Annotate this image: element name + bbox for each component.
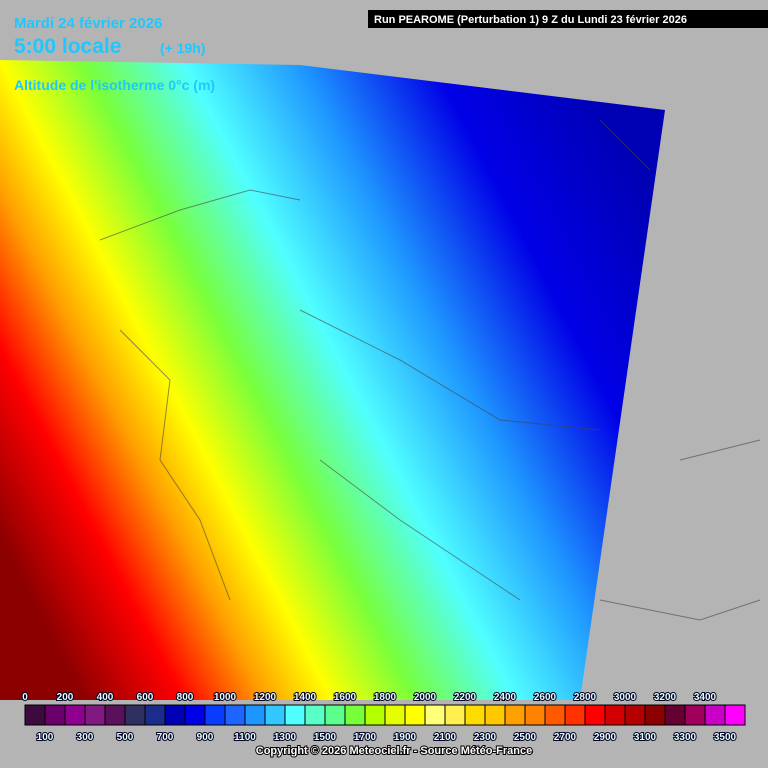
- legend-swatch: [444, 704, 466, 726]
- legend-label: 2200: [454, 692, 477, 703]
- legend-swatch: [424, 704, 446, 726]
- legend-label: 1100: [234, 732, 256, 743]
- legend-label: 1200: [254, 692, 277, 703]
- borders: [99, 119, 761, 621]
- copyright: Copyright © 2026 Meteociel.fr - Source M…: [256, 745, 532, 757]
- legend-swatch: [64, 704, 86, 726]
- legend-swatch: [504, 704, 526, 726]
- legend-swatch: [124, 704, 146, 726]
- legend-label: 2500: [514, 732, 537, 743]
- legend-label: 3300: [674, 732, 697, 743]
- legend-label: 2800: [574, 692, 597, 703]
- model-field: [0, 60, 665, 700]
- legend-swatch: [344, 704, 366, 726]
- legend-swatch: [464, 704, 486, 726]
- legend-swatch: [524, 704, 546, 726]
- parameter: Altitude de l'isotherme 0°c (m): [14, 77, 215, 93]
- legend: 0 100 200 300 400 500 600 700 800 900 1000 1100 1200…: [21, 691, 746, 744]
- legend-label: 1300: [274, 732, 297, 743]
- legend-swatch: [164, 704, 186, 726]
- legend-swatch: [364, 704, 386, 726]
- legend-label: 3200: [654, 692, 677, 703]
- legend-label: 2100: [434, 732, 457, 743]
- legend-swatch: [24, 704, 46, 726]
- legend-swatch: [564, 704, 586, 726]
- legend-label: 1800: [374, 692, 397, 703]
- legend-label: 100: [37, 732, 54, 743]
- legend-label: 600: [137, 692, 154, 703]
- legend-swatch: [144, 704, 166, 726]
- legend-label: 1000: [214, 692, 237, 703]
- legend-swatch: [664, 704, 686, 726]
- legend-swatch: [284, 704, 306, 726]
- legend-swatch: [404, 704, 426, 726]
- legend-label: 700: [157, 732, 174, 743]
- legend-label: 2400: [494, 692, 517, 703]
- legend-swatch: [704, 704, 726, 726]
- legend-swatch: [724, 704, 746, 726]
- legend-label: 3100: [634, 732, 657, 743]
- legend-label: 3500: [714, 732, 737, 743]
- legend-label: 3000: [614, 692, 637, 703]
- legend-label: 2300: [474, 732, 497, 743]
- legend-label: 1600: [334, 692, 357, 703]
- date: Mardi 24 février 2026: [14, 15, 162, 32]
- legend-swatch: [544, 704, 566, 726]
- legend-swatch: [104, 704, 126, 726]
- legend-swatch: [44, 704, 66, 726]
- legend-swatch: [304, 704, 326, 726]
- legend-label: 2600: [534, 692, 557, 703]
- lead: (+ 19h): [160, 40, 206, 56]
- legend-swatch: [244, 704, 266, 726]
- legend-swatch: [484, 704, 506, 726]
- legend-swatch: [264, 704, 286, 726]
- legend-label: 1400: [294, 692, 317, 703]
- time: 5:00 locale: [14, 35, 121, 58]
- legend-swatch: [624, 704, 646, 726]
- legend-label: 2900: [594, 732, 617, 743]
- legend-label: 900: [197, 732, 214, 743]
- legend-label: 3400: [694, 692, 717, 703]
- run-box: [368, 10, 768, 28]
- legend-swatch: [604, 704, 626, 726]
- legend-label: 0: [22, 692, 28, 703]
- legend-label: 400: [97, 692, 114, 703]
- legend-swatch: [324, 704, 346, 726]
- legend-swatch: [224, 704, 246, 726]
- legend-swatch: [84, 704, 106, 726]
- legend-label: 1700: [354, 732, 377, 743]
- legend-label: 800: [177, 692, 194, 703]
- legend-label: 500: [117, 732, 134, 743]
- legend-swatch: [644, 704, 666, 726]
- legend-swatch: [384, 704, 406, 726]
- legend-label: 1500: [314, 732, 337, 743]
- legend-label: 200: [57, 692, 74, 703]
- legend-swatch: [684, 704, 706, 726]
- run: Run PEAROME (Perturbation 1) 9 Z du Lund…: [374, 14, 687, 26]
- legend-swatch: [184, 704, 206, 726]
- legend-label: 2700: [554, 732, 577, 743]
- legend-label: 1900: [394, 732, 417, 743]
- legend-label: 2000: [414, 692, 437, 703]
- legend-swatch: [584, 704, 606, 726]
- legend-swatch: [204, 704, 226, 726]
- legend-label: 300: [77, 732, 94, 743]
